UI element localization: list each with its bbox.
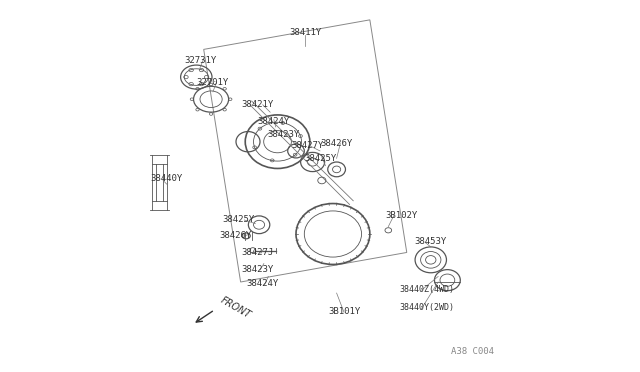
Text: 3B101Y: 3B101Y xyxy=(328,307,360,316)
Text: 32731Y: 32731Y xyxy=(184,56,216,65)
Text: 38426Y: 38426Y xyxy=(321,139,353,148)
Text: 38440Y: 38440Y xyxy=(150,174,183,183)
Text: 38427J: 38427J xyxy=(241,248,273,257)
Text: 38426Y: 38426Y xyxy=(219,231,252,240)
Text: 38424Y: 38424Y xyxy=(258,117,290,126)
Text: 32701Y: 32701Y xyxy=(197,78,229,87)
Text: 38424Y: 38424Y xyxy=(246,279,279,288)
Text: 38423Y: 38423Y xyxy=(241,264,273,273)
Text: 38440Z(4WD): 38440Z(4WD) xyxy=(399,285,454,294)
Text: FRONT: FRONT xyxy=(218,295,252,321)
Text: 38425Y: 38425Y xyxy=(223,215,255,224)
Text: 38453Y: 38453Y xyxy=(415,237,447,246)
Text: 38423Y: 38423Y xyxy=(267,130,300,139)
Text: 38427Y: 38427Y xyxy=(291,141,323,150)
Text: 38425Y: 38425Y xyxy=(304,154,336,163)
Text: A38 C004: A38 C004 xyxy=(451,347,493,356)
Text: 3B102Y: 3B102Y xyxy=(385,211,417,220)
Text: 38421Y: 38421Y xyxy=(241,100,273,109)
Text: 38440Y(2WD): 38440Y(2WD) xyxy=(399,303,454,312)
Text: 38411Y: 38411Y xyxy=(289,28,321,37)
